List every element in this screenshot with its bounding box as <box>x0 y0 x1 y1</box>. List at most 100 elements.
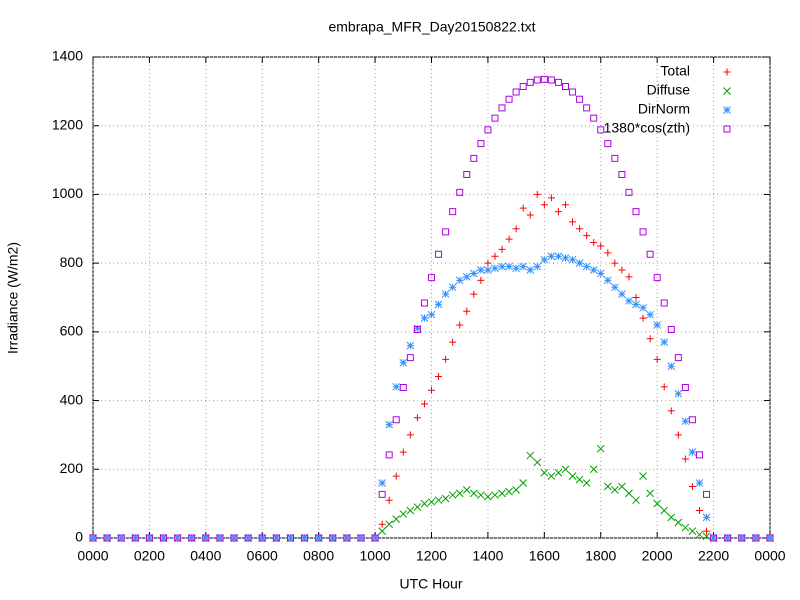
data-point <box>103 534 111 542</box>
data-point <box>314 534 323 542</box>
data-point <box>301 534 309 542</box>
data-point <box>561 254 570 262</box>
x-tick-label: 0800 <box>303 548 334 564</box>
data-point <box>632 496 640 505</box>
data-point <box>328 534 337 542</box>
data-point <box>201 534 210 542</box>
data-point <box>435 250 443 258</box>
data-point <box>639 228 647 236</box>
data-point <box>448 283 457 292</box>
data-point <box>469 269 478 278</box>
data-point <box>413 503 422 511</box>
data-point <box>681 384 689 392</box>
data-point <box>385 420 394 429</box>
data-point <box>533 190 541 198</box>
data-point <box>103 534 111 542</box>
data-point <box>738 534 746 542</box>
data-point <box>505 95 513 103</box>
data-point <box>378 527 386 535</box>
data-point <box>660 299 668 307</box>
data-point <box>526 211 534 219</box>
x-tick-label: 1000 <box>360 548 391 564</box>
data-point <box>533 76 541 84</box>
data-point <box>512 88 520 96</box>
data-point <box>582 262 591 271</box>
data-point <box>216 534 224 542</box>
data-point <box>406 341 415 350</box>
data-point <box>526 266 535 274</box>
data-point <box>449 338 457 346</box>
data-point <box>187 534 196 542</box>
data-point <box>413 325 421 333</box>
data-point <box>173 534 182 542</box>
legend-label: 1380*cos(zth) <box>604 120 690 136</box>
data-point <box>441 494 450 503</box>
data-point <box>533 262 542 271</box>
data-point <box>703 490 711 498</box>
data-point <box>385 520 394 529</box>
data-point <box>357 534 365 542</box>
data-point <box>286 534 295 542</box>
data-point <box>695 451 703 459</box>
data-point <box>131 534 139 542</box>
data-point <box>131 534 140 542</box>
data-point <box>399 358 408 367</box>
data-point <box>674 354 682 362</box>
y-tick-label: 200 <box>60 460 84 476</box>
data-point <box>258 534 267 542</box>
data-point <box>462 486 471 494</box>
data-point <box>300 534 309 542</box>
data-point <box>568 255 577 264</box>
data-point <box>724 534 732 542</box>
data-point <box>89 534 97 542</box>
data-point <box>442 355 450 363</box>
data-point <box>667 407 675 415</box>
data-point <box>547 472 556 481</box>
data-point <box>695 507 703 515</box>
data-point <box>406 431 414 439</box>
data-point <box>646 250 654 258</box>
data-point <box>660 506 669 515</box>
data-point <box>427 498 436 506</box>
data-point <box>526 78 534 86</box>
data-point <box>639 314 647 322</box>
data-point <box>434 300 443 309</box>
y-tick-label: 400 <box>60 391 84 407</box>
data-point <box>752 534 760 542</box>
data-point <box>688 527 697 535</box>
data-point <box>710 534 718 542</box>
data-point <box>442 228 450 236</box>
data-point <box>667 513 676 522</box>
data-point <box>611 154 619 162</box>
data-point <box>583 104 591 112</box>
legend-marker <box>723 87 731 95</box>
data-point <box>625 273 633 281</box>
data-point <box>561 465 570 474</box>
data-point <box>392 515 401 523</box>
data-point <box>371 534 379 542</box>
data-point <box>554 468 563 477</box>
data-point <box>519 479 528 487</box>
data-point <box>117 534 126 542</box>
data-point <box>505 235 513 243</box>
data-point <box>441 290 450 298</box>
data-point <box>618 482 626 491</box>
data-point <box>582 479 591 487</box>
legend-label: Total <box>660 63 690 79</box>
data-point <box>159 534 168 542</box>
data-point <box>688 448 697 456</box>
data-point <box>604 140 612 148</box>
legend-marker <box>723 106 731 114</box>
data-point <box>660 383 668 391</box>
data-point <box>469 489 478 498</box>
data-point <box>392 416 400 424</box>
data-point <box>646 310 654 319</box>
data-point <box>583 232 591 240</box>
data-point <box>547 76 555 84</box>
data-point <box>272 534 280 542</box>
data-point <box>702 513 711 522</box>
y-tick-label: 1200 <box>52 116 83 132</box>
x-tick-label: 1200 <box>416 548 447 564</box>
data-point <box>484 259 492 267</box>
data-point <box>540 201 548 209</box>
